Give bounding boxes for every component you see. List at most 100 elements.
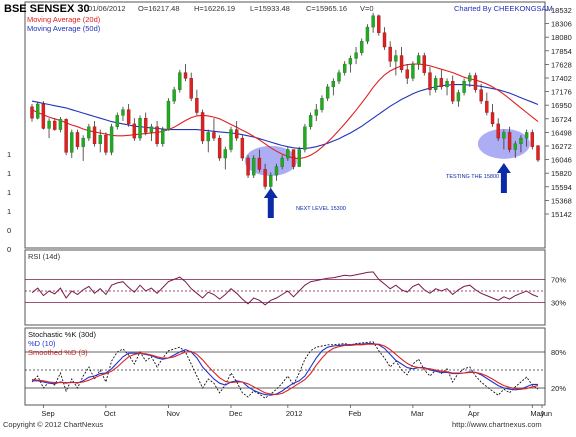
price-tick-label: 15820 [551, 169, 572, 178]
up-arrow-icon [263, 188, 278, 218]
candle-body [58, 119, 63, 130]
candle-body [530, 132, 535, 147]
stoch-panel-frame [24, 327, 546, 406]
footer-url: http://www.chartnexus.com [452, 420, 542, 429]
candle-body [104, 135, 108, 153]
candle-body [70, 132, 74, 153]
candle-body [81, 137, 85, 147]
candle-body [75, 132, 80, 147]
candle-body [365, 26, 370, 42]
header-date: 01/06/2012 [88, 4, 126, 13]
candle-body [473, 75, 478, 90]
header-volume: V=0 [360, 4, 374, 13]
header-close: C=15965.16 [306, 4, 347, 13]
candle-body [240, 137, 245, 159]
price-axis: 18532 18306 18080 17854 17628 17402 17176 16950… [7, 6, 572, 254]
price-tick-label: 16498 [551, 128, 572, 137]
annotation-next-level: NEXT LEVEL 15300 [296, 206, 346, 212]
candle-body [314, 109, 318, 116]
header-credit: Charted By CHEEKONGSAM [454, 4, 553, 13]
candle-body [377, 15, 381, 33]
candle-body [490, 112, 495, 125]
x-tick-label: May [530, 409, 544, 418]
price-tick-label: 16046 [551, 156, 572, 165]
candle-body [433, 78, 438, 90]
price-tick-label: 17628 [551, 60, 572, 69]
header-high: H=16226.19 [194, 4, 235, 13]
left-tick-label: 1 [7, 169, 11, 178]
candle-body [144, 117, 148, 133]
candle-body [405, 69, 409, 79]
candle-body [223, 149, 228, 159]
left-tick-label: 1 [7, 150, 11, 159]
candle-body [35, 103, 40, 119]
candle-body [456, 92, 461, 102]
price-tick-label: 15142 [551, 210, 572, 219]
candle-body [496, 123, 500, 139]
candle-body [371, 15, 375, 28]
stoch-smoothed-line [31, 343, 539, 396]
candle-body [291, 149, 296, 167]
candle-body [172, 89, 176, 102]
candle-body [64, 119, 68, 153]
candle-body [524, 132, 529, 139]
stoch-tick-label: 20% [551, 384, 566, 393]
candle-body [217, 137, 222, 159]
candle-body [257, 157, 262, 170]
candle-body [92, 126, 97, 145]
candle-body [126, 109, 131, 125]
annotation-testing: TESTING THE 15800 [446, 174, 499, 180]
rsi-tick-label: 30% [551, 299, 566, 308]
candle-body [428, 72, 432, 90]
candle-body [399, 55, 404, 70]
candle-body [47, 120, 51, 129]
candle-body [30, 106, 34, 119]
candle-body [468, 75, 472, 82]
price-tick-label: 15368 [551, 196, 572, 205]
candle-body [331, 80, 336, 88]
candle-body [234, 129, 239, 139]
candle-body [320, 98, 324, 110]
x-tick-label: Feb [348, 409, 361, 418]
price-tick-label: 18080 [551, 33, 572, 42]
candle-body [161, 129, 165, 145]
footer-copyright: Copyright © 2012 ChartNexus [3, 420, 103, 429]
candle-body [132, 123, 137, 139]
stoch-tick-label: 80% [551, 348, 566, 357]
x-tick-label: Apr [468, 409, 480, 418]
left-tick-label: 1 [7, 207, 11, 216]
candle-body [189, 78, 193, 99]
x-tick-label: Dec [229, 409, 243, 418]
candle-body [354, 52, 358, 59]
candle-body [178, 72, 182, 90]
candle-body [325, 86, 330, 99]
left-tick-label: 0 [7, 226, 11, 235]
price-tick-label: 16950 [551, 101, 572, 110]
candle-body [98, 135, 102, 145]
candle-body [115, 115, 119, 127]
candle-body [200, 112, 205, 142]
candle-body [53, 120, 57, 130]
candle-body [382, 32, 387, 48]
price-tick-label: 16272 [551, 142, 572, 151]
candle-body [297, 149, 301, 167]
candle-body [212, 132, 216, 139]
x-tick-label: Sep [41, 409, 54, 418]
stoch-k-line [31, 341, 539, 399]
candle-body [274, 166, 279, 176]
candle-body [337, 72, 341, 82]
candle-body [138, 117, 142, 139]
price-panel-frame [24, 1, 546, 249]
candle-body [308, 115, 313, 127]
candle-body [252, 157, 256, 176]
x-tick-label: 2012 [286, 409, 303, 418]
candle-body [206, 132, 210, 142]
candle-body [149, 126, 154, 133]
x-tick-label: Mar [411, 409, 424, 418]
stoch-axis: 80% 20% [25, 348, 566, 393]
header-open: O=16217.48 [138, 4, 180, 13]
stoch-d-line [32, 343, 538, 396]
price-tick-label: 17402 [551, 74, 572, 83]
